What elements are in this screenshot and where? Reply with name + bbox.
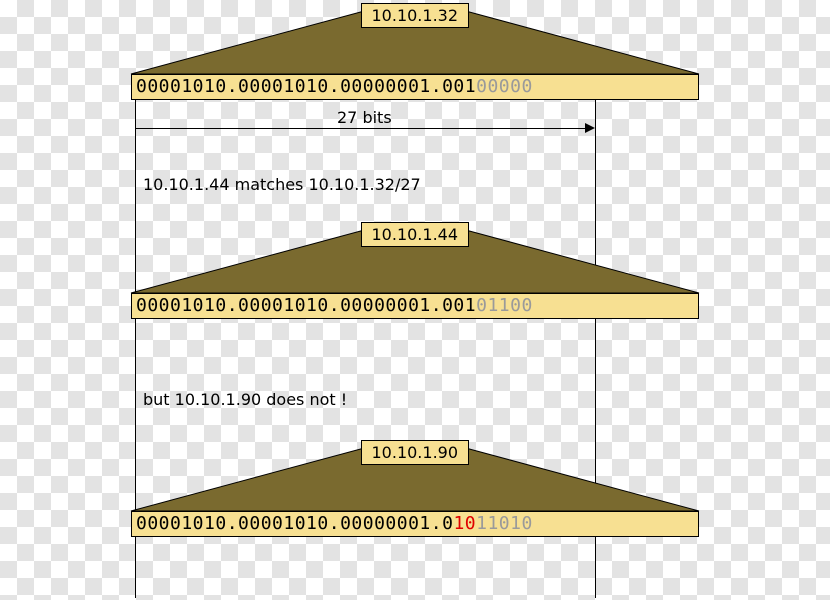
ip-label-ip90: 10.10.1.90	[361, 440, 470, 465]
binary-segment: 00001010.00001010.00000001.0	[136, 513, 453, 534]
binary-segment: 10	[453, 513, 476, 534]
binary-segment: 11010	[476, 513, 533, 534]
binary-box-ip90: 00001010.00001010.00000001.01011010	[131, 511, 699, 537]
wedge-ip90	[95, 0, 735, 600]
diagram-stage: 27 bits 10.10.1.44 matches 10.10.1.32/27…	[95, 0, 735, 600]
